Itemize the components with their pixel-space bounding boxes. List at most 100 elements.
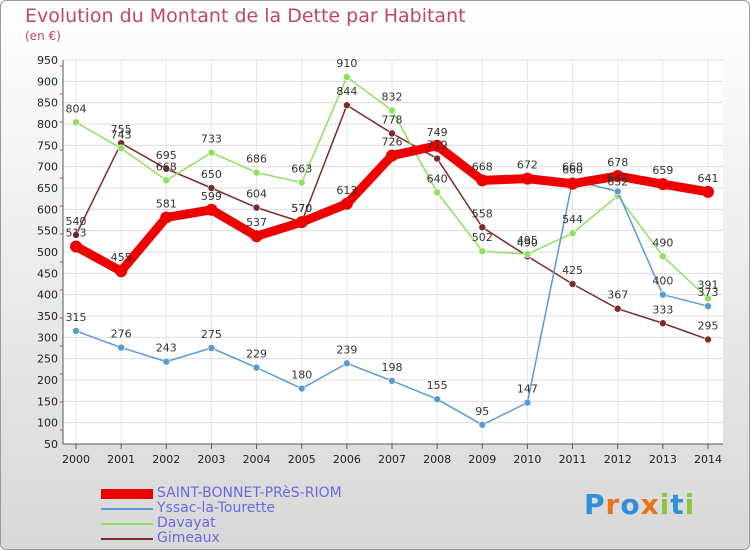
chart-title: Evolution du Montant de la Dette par Hab… — [25, 5, 466, 27]
data-label-gimeaux: 719 — [427, 139, 448, 152]
y-tick-label: 550 — [37, 225, 58, 238]
data-label-saint-bonnet-pr-s-riom: 660 — [562, 164, 583, 177]
data-point-saint-bonnet-pr-s-riom — [611, 170, 624, 183]
data-label-yssac-la-tourette: 155 — [427, 379, 448, 392]
data-point-davayat — [72, 118, 80, 127]
data-label-gimeaux: 333 — [652, 303, 673, 316]
data-point-gimeaux — [704, 335, 712, 344]
data-label-davayat: 804 — [66, 102, 87, 115]
data-label-davayat: 502 — [472, 231, 493, 244]
data-label-yssac-la-tourette: 95 — [475, 405, 489, 418]
legend-item: SAINT-BONNET-PRèS-RIOM — [101, 485, 401, 502]
data-point-saint-bonnet-pr-s-riom — [431, 139, 444, 152]
data-point-saint-bonnet-pr-s-riom — [295, 216, 308, 229]
data-point-yssac-la-tourette — [117, 343, 125, 352]
data-point-yssac-la-tourette — [343, 359, 351, 368]
data-point-gimeaux — [207, 184, 216, 192]
proxiti-logo: Proxiti — [584, 488, 696, 521]
data-point-gimeaux — [252, 203, 261, 212]
data-label-saint-bonnet-pr-s-riom: 570 — [291, 202, 312, 215]
data-label-saint-bonnet-pr-s-riom: 678 — [607, 156, 628, 169]
x-tick-label: 2013 — [649, 453, 677, 466]
y-tick-label: 200 — [37, 374, 58, 387]
data-point-saint-bonnet-pr-s-riom — [656, 178, 669, 191]
data-label-yssac-la-tourette: 373 — [698, 286, 719, 299]
x-tick-label: 2001 — [107, 453, 135, 466]
y-tick-label: 300 — [37, 331, 58, 344]
data-point-saint-bonnet-pr-s-riom — [566, 177, 579, 190]
data-label-davayat: 490 — [652, 236, 673, 249]
legend: SAINT-BONNET-PRèS-RIOM Yssac-la-Tourette D… — [101, 485, 401, 547]
x-tick-label: 2000 — [62, 453, 90, 466]
x-tick-label: 2002 — [152, 453, 180, 466]
data-point-gimeaux — [162, 165, 171, 173]
legend-item: Yssac-la-Tourette — [101, 500, 401, 517]
data-point-yssac-la-tourette — [659, 290, 667, 299]
data-label-davayat: 544 — [562, 213, 583, 226]
y-tick-label: 600 — [37, 203, 58, 216]
y-tick-label: 250 — [37, 353, 58, 366]
y-tick-label: 50 — [44, 438, 58, 451]
data-label-gimeaux: 558 — [472, 207, 493, 220]
data-point-davayat — [704, 294, 712, 303]
data-point-gimeaux — [388, 129, 396, 138]
data-point-saint-bonnet-pr-s-riom — [702, 185, 714, 198]
data-label-davayat: 686 — [246, 153, 267, 166]
legend-swatch — [101, 523, 153, 525]
data-label-yssac-la-tourette: 276 — [111, 328, 132, 341]
data-label-davayat: 743 — [111, 128, 132, 141]
x-tick-label: 2004 — [243, 453, 271, 466]
legend-item: Gimeaux — [101, 530, 401, 547]
data-label-gimeaux: 295 — [698, 319, 719, 332]
data-label-yssac-la-tourette: 198 — [382, 361, 403, 374]
data-point-yssac-la-tourette — [433, 395, 441, 404]
x-tick-label: 2009 — [468, 453, 496, 466]
data-point-yssac-la-tourette — [478, 420, 487, 429]
data-label-gimeaux: 367 — [607, 289, 628, 302]
data-point-davayat — [433, 188, 441, 197]
data-label-davayat: 832 — [382, 90, 403, 103]
y-tick-label: 750 — [37, 139, 58, 152]
data-label-yssac-la-tourette: 229 — [246, 348, 267, 361]
data-point-saint-bonnet-pr-s-riom — [160, 211, 173, 224]
data-point-saint-bonnet-pr-s-riom — [340, 197, 353, 210]
data-point-gimeaux — [659, 319, 667, 328]
data-point-yssac-la-tourette — [252, 363, 261, 372]
data-label-davayat: 495 — [517, 234, 538, 247]
legend-label: Yssac-la-Tourette — [157, 500, 275, 516]
data-label-saint-bonnet-pr-s-riom: 513 — [66, 226, 87, 239]
y-tick-label: 650 — [37, 182, 58, 195]
data-label-saint-bonnet-pr-s-riom: 672 — [517, 159, 538, 172]
data-point-gimeaux — [568, 280, 577, 288]
data-label-gimeaux: 570 — [291, 202, 312, 215]
data-label-saint-bonnet-pr-s-riom: 641 — [698, 172, 719, 185]
data-point-saint-bonnet-pr-s-riom — [250, 230, 263, 243]
data-label-saint-bonnet-pr-s-riom: 599 — [201, 190, 222, 203]
y-tick-label: 150 — [37, 395, 58, 408]
data-point-gimeaux — [613, 304, 622, 313]
data-point-davayat — [478, 247, 487, 255]
y-tick-label: 400 — [37, 289, 58, 302]
x-tick-label: 2003 — [197, 453, 225, 466]
data-label-yssac-la-tourette: 668 — [562, 160, 583, 173]
data-label-saint-bonnet-pr-s-riom: 613 — [336, 184, 357, 197]
data-label-gimeaux: 490 — [517, 236, 538, 249]
data-point-yssac-la-tourette — [523, 398, 532, 407]
y-tick-label: 100 — [37, 417, 58, 430]
data-label-gimeaux: 778 — [382, 113, 403, 126]
data-point-yssac-la-tourette — [162, 357, 171, 366]
data-point-davayat — [297, 178, 306, 187]
legend-swatch — [101, 538, 153, 540]
data-label-davayat: 910 — [336, 57, 357, 70]
data-point-yssac-la-tourette — [207, 344, 216, 352]
data-point-gimeaux — [72, 231, 80, 239]
data-label-gimeaux: 604 — [246, 188, 267, 201]
y-tick-label: 800 — [37, 118, 58, 131]
data-point-davayat — [568, 229, 577, 238]
x-tick-label: 2010 — [513, 453, 541, 466]
data-label-gimeaux: 844 — [336, 85, 357, 98]
data-label-gimeaux: 425 — [562, 264, 583, 277]
data-label-davayat: 632 — [607, 176, 628, 189]
data-point-davayat — [343, 73, 351, 81]
